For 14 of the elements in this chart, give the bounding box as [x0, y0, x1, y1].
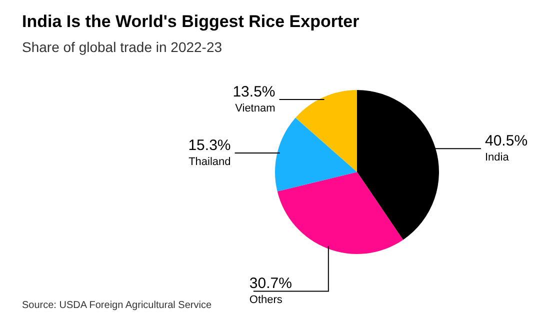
slice-label: Others	[249, 294, 283, 306]
data-label: 15.3%	[188, 136, 231, 154]
pie-slice	[275, 118, 357, 192]
data-label: 13.5%	[232, 84, 276, 101]
chart-subtitle: Share of global trade in 2022-23	[22, 39, 222, 55]
slice-label: Thailand	[188, 156, 231, 168]
pie-slice	[295, 90, 357, 172]
data-label: 30.7%	[249, 275, 292, 292]
slice-label: Vietnam	[235, 102, 276, 115]
source-note: Source: USDA Foreign Agricultural Service	[22, 300, 212, 311]
data-label: 40.5%	[485, 132, 528, 150]
chart-title: India Is the World's Biggest Rice Exporter	[22, 12, 360, 31]
slice-label: India	[485, 152, 510, 164]
pie-slice	[277, 172, 404, 254]
